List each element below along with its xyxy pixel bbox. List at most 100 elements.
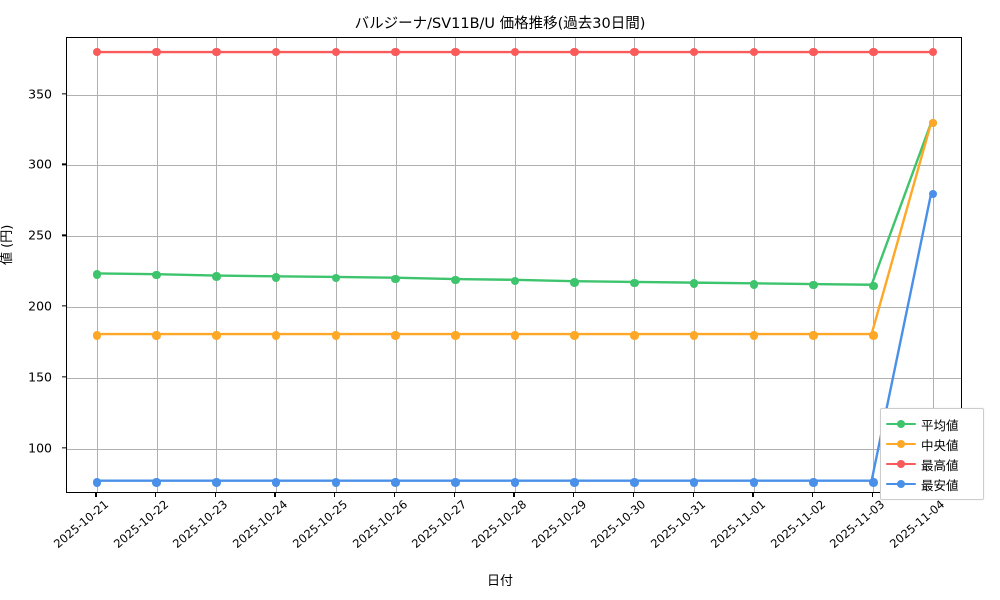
gridline-vertical bbox=[574, 38, 576, 492]
gridline-vertical bbox=[276, 38, 278, 492]
legend-item[interactable]: 中央値 bbox=[886, 434, 977, 454]
x-tick-mark bbox=[573, 493, 575, 497]
gridline-vertical bbox=[335, 38, 337, 492]
y-tick-label: 150 bbox=[28, 369, 52, 385]
x-tick-label: 2025-10-26 bbox=[349, 497, 410, 551]
gridline-horizontal bbox=[67, 448, 961, 450]
x-tick-mark bbox=[334, 493, 336, 497]
y-tick-label: 300 bbox=[28, 156, 52, 172]
x-tick-label: 2025-11-04 bbox=[887, 497, 948, 551]
gridline-horizontal bbox=[67, 94, 961, 96]
data-point-marker bbox=[451, 47, 460, 57]
data-point-marker bbox=[152, 270, 161, 280]
gridline-horizontal bbox=[67, 377, 961, 379]
y-tick-mark bbox=[62, 163, 66, 166]
data-point-marker bbox=[809, 280, 818, 290]
data-point-marker bbox=[391, 478, 400, 487]
data-point-marker bbox=[152, 478, 161, 487]
x-tick-label: 2025-10-27 bbox=[409, 497, 470, 551]
x-tick-label: 2025-10-28 bbox=[468, 497, 530, 551]
data-point-marker bbox=[451, 331, 460, 340]
data-point-marker bbox=[331, 331, 341, 340]
data-point-marker bbox=[689, 279, 699, 288]
y-tick-mark bbox=[62, 447, 66, 449]
x-tick-mark bbox=[274, 493, 276, 497]
legend-label: 中央値 bbox=[921, 437, 959, 453]
x-tick-label: 2025-10-24 bbox=[230, 497, 291, 551]
data-point-marker bbox=[689, 478, 699, 487]
data-point-marker bbox=[869, 281, 878, 291]
gridline-vertical bbox=[694, 38, 696, 492]
data-point-marker bbox=[510, 331, 520, 340]
x-tick-label: 2025-11-02 bbox=[767, 497, 828, 551]
legend-label: 平均値 bbox=[921, 417, 959, 433]
x-tick-mark bbox=[812, 493, 814, 497]
legend-color-swatch bbox=[886, 417, 916, 431]
data-point-marker bbox=[570, 278, 579, 287]
gridline-horizontal bbox=[67, 165, 961, 167]
data-point-marker bbox=[869, 331, 878, 340]
data-point-marker bbox=[391, 47, 400, 57]
data-point-marker bbox=[92, 478, 102, 487]
y-tick-mark bbox=[62, 305, 66, 307]
data-point-marker bbox=[749, 47, 759, 57]
x-axis-label: 日付 bbox=[486, 574, 513, 589]
data-point-marker bbox=[928, 118, 938, 128]
data-point-marker bbox=[689, 47, 699, 57]
data-point-marker bbox=[928, 189, 938, 199]
gridline-vertical bbox=[395, 38, 397, 492]
gridline-vertical bbox=[455, 38, 457, 492]
x-tick-label: 2025-10-23 bbox=[170, 497, 231, 551]
data-point-marker bbox=[630, 47, 639, 57]
legend-item[interactable]: 平均値 bbox=[886, 414, 977, 434]
data-point-marker bbox=[749, 331, 759, 340]
gridline-vertical bbox=[156, 38, 158, 492]
data-point-marker bbox=[271, 331, 281, 340]
y-axis-label: 値 (円) bbox=[0, 224, 15, 265]
x-tick-mark bbox=[453, 493, 455, 497]
data-point-marker bbox=[510, 276, 520, 286]
data-point-marker bbox=[630, 278, 639, 288]
x-tick-label: 2025-10-21 bbox=[50, 497, 112, 551]
x-tick-label: 2025-10-29 bbox=[528, 497, 589, 551]
data-point-marker bbox=[451, 478, 460, 487]
data-point-marker bbox=[212, 478, 221, 487]
data-point-marker bbox=[152, 331, 161, 340]
data-point-marker bbox=[331, 47, 341, 57]
data-point-marker bbox=[212, 47, 221, 57]
y-tick-mark bbox=[62, 234, 66, 236]
x-tick-label: 2025-11-01 bbox=[707, 497, 769, 551]
gridline-vertical bbox=[216, 38, 218, 492]
data-point-marker bbox=[809, 478, 818, 487]
x-tick-mark bbox=[752, 493, 754, 497]
data-point-marker bbox=[152, 47, 161, 57]
data-point-marker bbox=[271, 273, 281, 282]
x-tick-mark bbox=[871, 493, 874, 497]
legend-label: 最安値 bbox=[921, 477, 959, 493]
x-tick-mark bbox=[95, 493, 97, 497]
gridline-horizontal bbox=[67, 236, 961, 238]
gridline-vertical bbox=[515, 38, 516, 492]
x-tick-mark bbox=[513, 493, 515, 497]
y-tick-mark bbox=[62, 376, 66, 378]
gridline-vertical bbox=[753, 38, 755, 492]
data-point-marker bbox=[331, 273, 341, 283]
data-point-marker bbox=[271, 47, 281, 57]
legend-item[interactable]: 最安値 bbox=[886, 474, 977, 494]
y-tick-label: 350 bbox=[28, 86, 52, 102]
data-point-marker bbox=[749, 478, 759, 487]
data-point-marker bbox=[809, 331, 818, 340]
gridline-horizontal bbox=[67, 307, 961, 309]
legend-item[interactable]: 最高値 bbox=[886, 454, 977, 474]
data-point-marker bbox=[451, 275, 460, 285]
x-tick-mark bbox=[393, 493, 396, 497]
data-point-marker bbox=[92, 47, 102, 57]
plot-area bbox=[66, 37, 962, 493]
data-point-marker bbox=[391, 274, 400, 283]
legend-color-swatch bbox=[886, 477, 916, 491]
legend-color-swatch bbox=[886, 437, 916, 451]
chart-title: バルジーナ/SV11B/U 価格推移(過去30日間) bbox=[354, 16, 646, 32]
x-tick-label: 2025-11-03 bbox=[827, 497, 888, 551]
data-point-marker bbox=[212, 331, 221, 340]
